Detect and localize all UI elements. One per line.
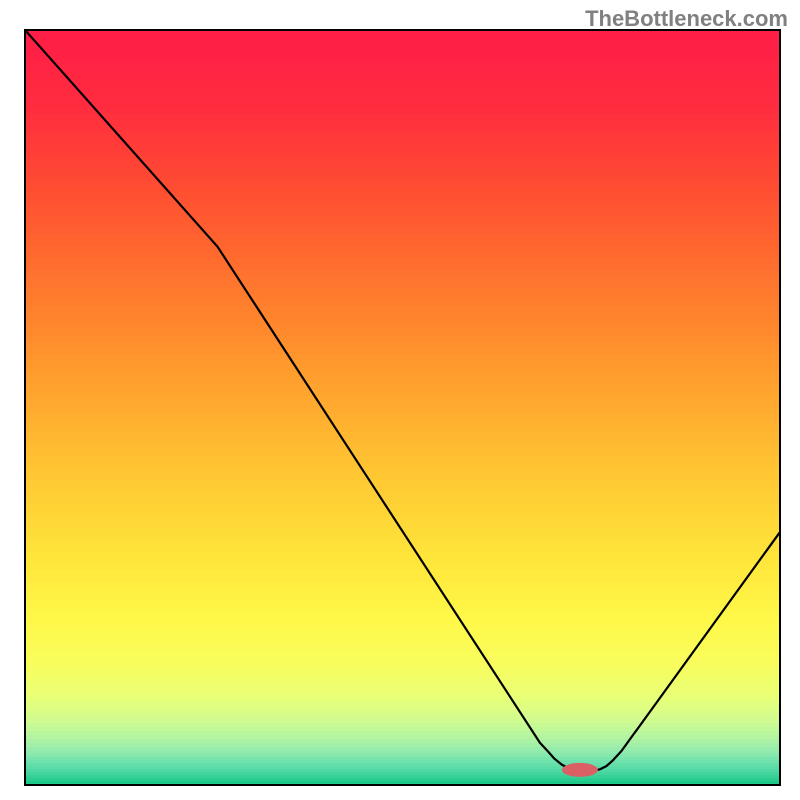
bottleneck-chart <box>0 0 800 800</box>
optimal-marker <box>562 763 598 777</box>
gradient-background <box>25 30 780 786</box>
